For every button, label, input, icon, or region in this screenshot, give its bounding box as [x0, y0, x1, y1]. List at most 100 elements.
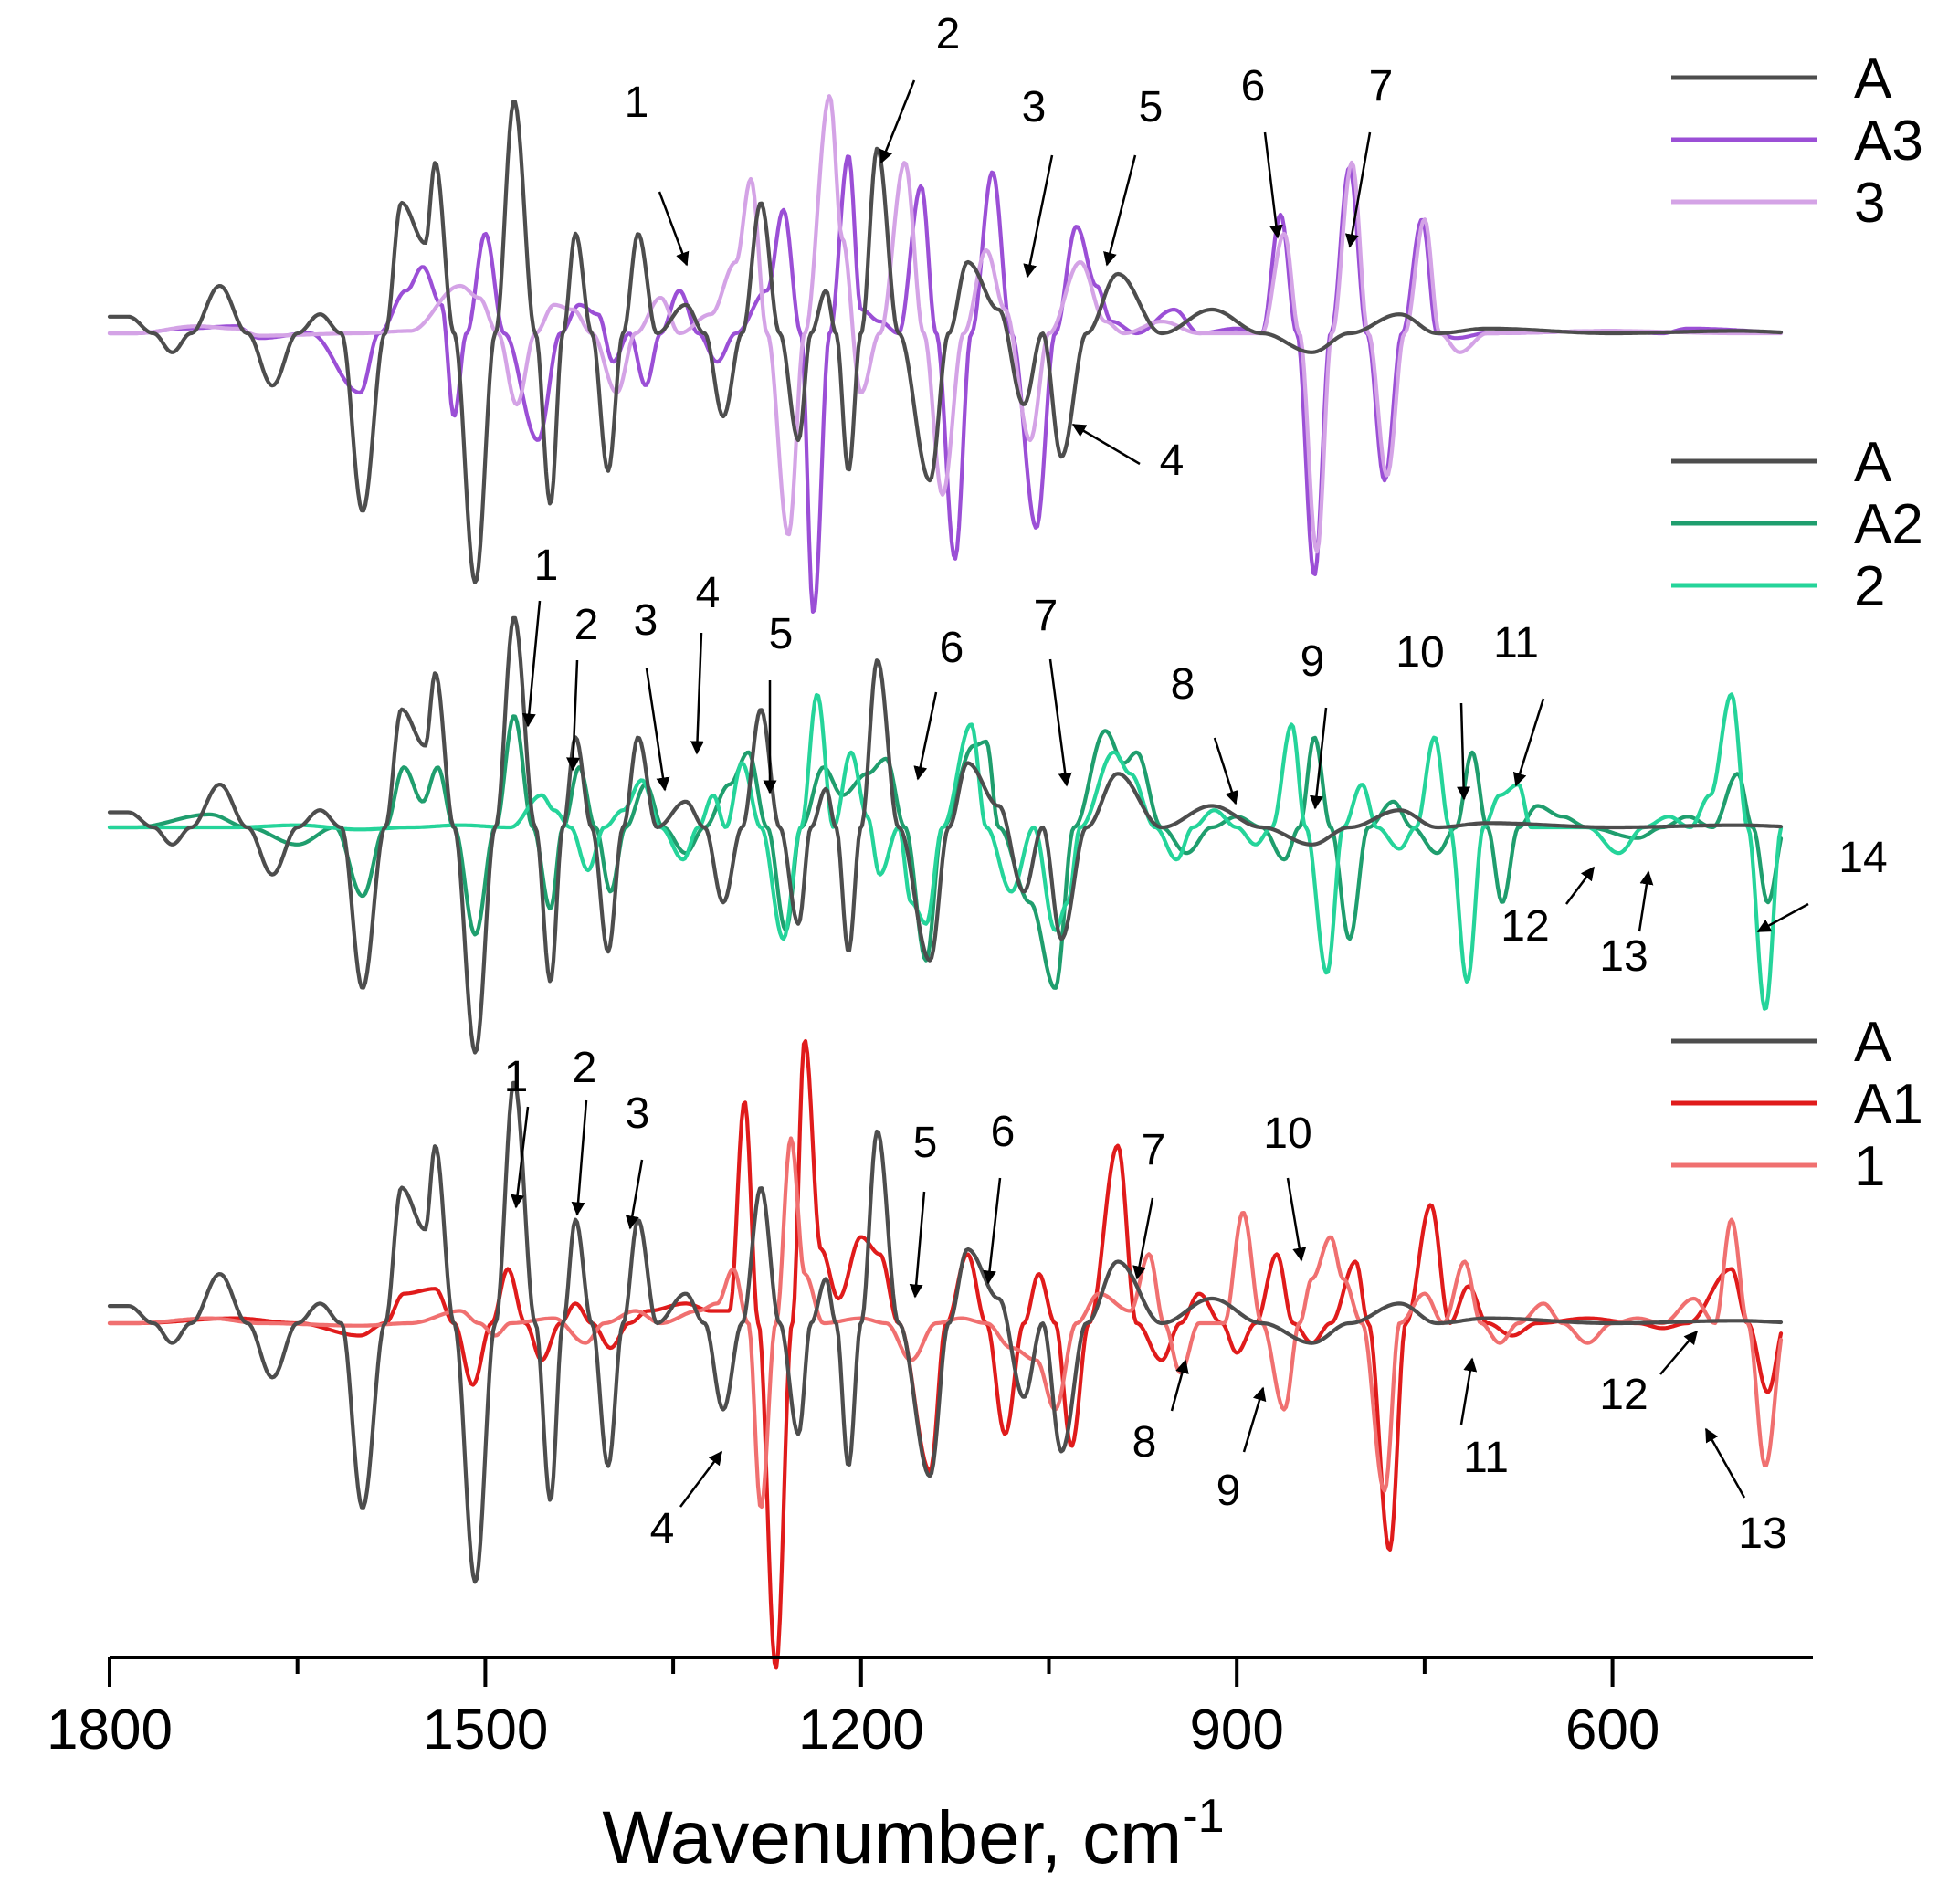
annotation-7-panel-A1: 7: [1132, 1126, 1166, 1280]
legend-label: 2: [1854, 555, 1885, 618]
annotation-label: 1: [504, 1053, 529, 1101]
annotation-10-panel-A2: 10: [1396, 628, 1471, 801]
annotation-label: 5: [913, 1119, 938, 1167]
annotation-label: 7: [1369, 62, 1394, 110]
annotation-12-panel-A2: 12: [1501, 866, 1595, 951]
x-axis: 1800 1500 1200 900 600: [47, 1656, 1813, 1762]
annotation-label: 12: [1599, 1371, 1648, 1419]
annotation-arrow: [1103, 154, 1137, 267]
legend-item-1-panel-A1: 1: [1671, 1135, 1885, 1198]
annotation-label: 2: [573, 1044, 597, 1092]
annotation-8-panel-A1: 8: [1132, 1359, 1189, 1467]
annotation-4-panel-A2: 4: [690, 569, 721, 755]
series-A-panel-A2: [107, 615, 1784, 1055]
annotation-3-panel-A2: 3: [634, 596, 670, 792]
annotation-arrow: [1704, 1427, 1746, 1499]
annotation-6-panel-A1: 6: [983, 1108, 1016, 1285]
annotation-label: 4: [650, 1505, 675, 1553]
annotation-label: 8: [1132, 1418, 1157, 1467]
x-tick-label: 900: [1189, 1699, 1283, 1762]
annotation-label: 6: [991, 1108, 1016, 1156]
legend-item-A2-panel-A2: A2: [1671, 493, 1923, 556]
annotation-label: 2: [936, 10, 961, 58]
panel-A2: [107, 615, 1784, 1055]
legend-label: 3: [1854, 172, 1885, 235]
annotation-arrow: [1756, 902, 1809, 933]
annotation-arrow: [1659, 1330, 1698, 1375]
panel-A3: [107, 94, 1784, 614]
annotation-11-panel-A2: 11: [1493, 619, 1545, 787]
annotation-arrow: [690, 632, 705, 755]
annotation-label: 13: [1599, 932, 1648, 981]
legend-label: A2: [1854, 493, 1923, 556]
annotation-5-panel-A3: 5: [1103, 83, 1164, 267]
annotation-7-panel-A3: 7: [1344, 62, 1394, 248]
annotation-label: 3: [634, 596, 658, 645]
annotation-label: 9: [1216, 1467, 1241, 1515]
annotation-9-panel-A2: 9: [1301, 637, 1328, 810]
annotation-arrow: [1457, 702, 1471, 801]
annotation-5-panel-A2: 5: [763, 610, 793, 794]
annotation-label: 7: [1034, 592, 1058, 640]
annotation-arrow: [566, 659, 581, 772]
annotation-label: 2: [574, 601, 599, 649]
annotation-arrow: [521, 600, 542, 728]
annotation-label: 10: [1263, 1110, 1311, 1158]
annotation-arrow: [511, 1106, 530, 1209]
annotation-label: 6: [940, 624, 964, 672]
annotation-6-panel-A2: 6: [913, 624, 964, 781]
annotation-5-panel-A1: 5: [909, 1119, 938, 1299]
annotation-1-panel-A2: 1: [521, 542, 559, 728]
annotation-6-panel-A3: 6: [1241, 62, 1283, 239]
legend-item-A3-panel-A3: A3: [1671, 110, 1923, 173]
annotation-14-panel-A2: 14: [1756, 834, 1888, 933]
x-tick-label: 1500: [422, 1699, 548, 1762]
annotation-arrow: [1023, 154, 1054, 279]
annotation-label: 1: [625, 79, 649, 127]
annotation-arrow: [983, 1177, 1002, 1285]
series-2-panel-A2: [107, 692, 1784, 1011]
series-A-panel-A1: [107, 1080, 1784, 1584]
annotation-label: 9: [1301, 637, 1325, 686]
annotation-arrow: [1638, 870, 1654, 932]
annotation-arrow: [1213, 737, 1239, 805]
annotation-label: 7: [1142, 1126, 1166, 1174]
annotation-1-panel-A1: 1: [504, 1053, 530, 1209]
x-tick-label: 600: [1565, 1699, 1659, 1762]
annotation-label: 10: [1396, 628, 1444, 677]
annotation-label: 4: [696, 569, 721, 617]
annotation-label: 4: [1160, 437, 1185, 485]
annotation-arrow: [1170, 1359, 1189, 1412]
annotation-label: 5: [1139, 83, 1164, 131]
annotation-3-panel-A3: 3: [1022, 83, 1054, 279]
annotation-arrow: [909, 1191, 926, 1299]
legend-label: A3: [1854, 110, 1923, 173]
annotation-arrow: [1286, 1177, 1307, 1262]
annotation-label: 1: [534, 542, 559, 590]
x-axis-title: Wavenumber, cm-1: [602, 1790, 1224, 1879]
annotation-arrow: [679, 1450, 722, 1508]
annotation-arrow: [1512, 698, 1545, 787]
legend-label: A: [1854, 431, 1892, 494]
annotation-arrow: [1565, 866, 1595, 905]
spectra-curves: [107, 94, 1784, 1670]
annotation-3-panel-A1: 3: [626, 1089, 649, 1230]
annotation-arrow: [1132, 1197, 1154, 1280]
annotation-label: 11: [1493, 619, 1539, 668]
annotation-label: 3: [1022, 83, 1047, 131]
annotation-4-panel-A3: 4: [1071, 423, 1185, 485]
annotation-arrow: [1344, 131, 1372, 248]
annotation-7-panel-A2: 7: [1034, 592, 1072, 787]
series-1-panel-A1: [107, 1136, 1784, 1510]
annotation-2-panel-A1: 2: [571, 1044, 597, 1216]
legend-label: A1: [1854, 1073, 1923, 1136]
annotation-label: 13: [1738, 1510, 1786, 1558]
x-tick-label: 1800: [47, 1699, 173, 1762]
legend-item-A1-panel-A1: A1: [1671, 1073, 1923, 1136]
legend-label: 1: [1854, 1135, 1885, 1198]
annotation-11-panel-A1: 11: [1459, 1357, 1509, 1482]
series-3-panel-A3: [107, 94, 1784, 554]
annotation-label: 6: [1241, 62, 1266, 110]
annotation-arrow: [1459, 1357, 1478, 1425]
